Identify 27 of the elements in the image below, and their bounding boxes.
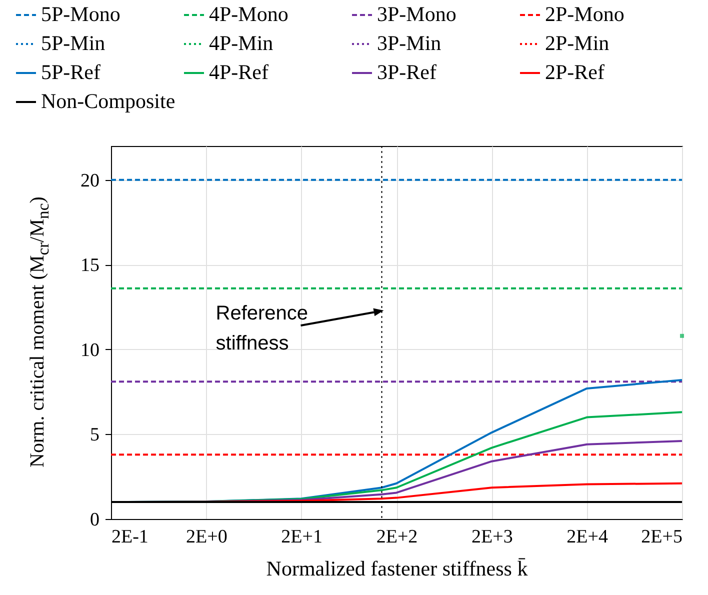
legend-label: 3P-Min [377, 31, 442, 55]
legend-label: 3P-Mono [377, 2, 456, 26]
legend-label: 4P-Ref [209, 60, 268, 84]
legend-label: 5P-Min [41, 31, 106, 55]
legend-label: 4P-Mono [209, 2, 288, 26]
x-tick-label: 2E+3 [472, 526, 513, 548]
legend-label: 5P-Mono [41, 2, 120, 26]
x-tick-label: 2E+0 [186, 526, 228, 548]
x-tick-label: 2E+2 [376, 526, 418, 548]
y-tick-label: 0 [90, 510, 100, 530]
x-axis-title: Normalized fastener stiffness k̄ [266, 556, 528, 580]
annotation: Reference stiffness [216, 302, 308, 354]
x-tick-label: 2E+1 [281, 526, 322, 548]
legend-label: 2P-Min [545, 31, 610, 55]
legend-label: 3P-Ref [377, 60, 436, 84]
y-tick-label: 5 [90, 424, 100, 446]
x-tick-label: 2E-1 [112, 526, 148, 548]
legend-label: 5P-Ref [41, 60, 100, 84]
legend-label: Non-Composite [41, 89, 176, 113]
legend-label: 2P-Mono [545, 2, 624, 26]
legend-label: 2P-Ref [545, 60, 604, 84]
x-tick-label: 2E+4 [566, 526, 608, 548]
y-tick-label: 10 [80, 340, 100, 361]
legend-label: 4P-Min [209, 31, 274, 55]
y-tick-label: 20 [80, 170, 100, 192]
y-tick-label: 15 [80, 255, 100, 276]
x-tick-label: 2E+5 [641, 526, 682, 548]
